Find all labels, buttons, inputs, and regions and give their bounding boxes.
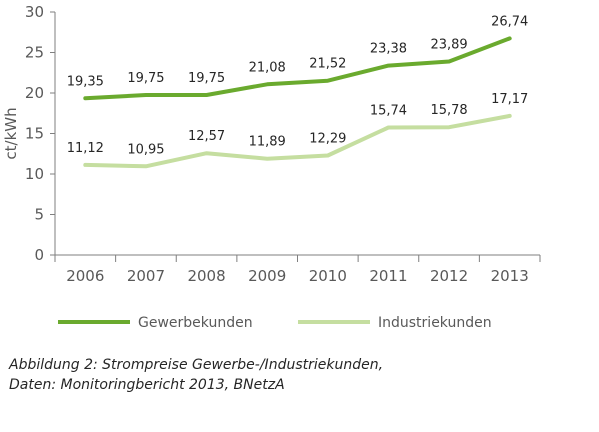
data-label-gewerbekunden: 19,75 (188, 71, 225, 86)
data-label-industriekunden: 11,89 (249, 135, 286, 150)
x-tick-label: 2013 (491, 267, 529, 285)
data-label-gewerbekunden: 21,08 (249, 60, 286, 75)
x-tick-label: 2008 (187, 267, 225, 285)
figure-caption: Abbildung 2: Strompreise Gewerbe-/Indust… (9, 355, 589, 395)
y-tick-label: 5 (34, 206, 44, 224)
legend-label-industriekunden: Industriekunden (378, 315, 492, 331)
x-tick-label: 2010 (309, 267, 347, 285)
x-tick-label: 2007 (127, 267, 165, 285)
series-line-gewerbekunden (83, 36, 512, 101)
legend-label-gewerbekunden: Gewerbekunden (138, 315, 253, 331)
data-label-industriekunden: 15,78 (430, 103, 467, 118)
y-tick-label: 25 (25, 44, 44, 62)
data-label-gewerbekunden: 26,74 (491, 14, 528, 29)
data-label-industriekunden: 17,17 (491, 92, 528, 107)
data-label-gewerbekunden: 19,35 (67, 74, 104, 89)
series-line-industriekunden (83, 113, 512, 169)
line-chart: 0 5 10 15 20 25 30 2006 2007 2008 2009 2010 2011 2012… (2, 3, 541, 331)
caption-line-2: Daten: Monitoringbericht 2013, BNetzA (9, 377, 285, 393)
data-label-gewerbekunden: 23,38 (370, 42, 407, 57)
caption-line-1: Abbildung 2: Strompreise Gewerbe-/Indust… (9, 357, 384, 373)
data-label-gewerbekunden: 21,52 (309, 57, 346, 72)
data-label-industriekunden: 12,57 (188, 129, 225, 144)
y-tick-label: 10 (25, 165, 44, 183)
y-tick-label: 15 (25, 125, 44, 143)
data-label-gewerbekunden: 23,89 (430, 37, 467, 52)
data-label-industriekunden: 11,12 (67, 141, 104, 156)
x-tick-label: 2006 (66, 267, 104, 285)
x-tick-label: 2009 (248, 267, 286, 285)
y-axis-label: ct/kWh (2, 107, 20, 159)
data-label-gewerbekunden: 19,75 (127, 71, 164, 86)
x-tick-label: 2012 (430, 267, 468, 285)
y-tick-label: 20 (25, 84, 44, 102)
data-label-industriekunden: 15,74 (370, 104, 407, 119)
data-label-industriekunden: 10,95 (127, 142, 164, 157)
x-tick-label: 2011 (369, 267, 407, 285)
data-label-industriekunden: 12,29 (309, 131, 346, 146)
y-tick-label: 0 (34, 246, 44, 264)
y-tick-label: 30 (25, 3, 44, 21)
